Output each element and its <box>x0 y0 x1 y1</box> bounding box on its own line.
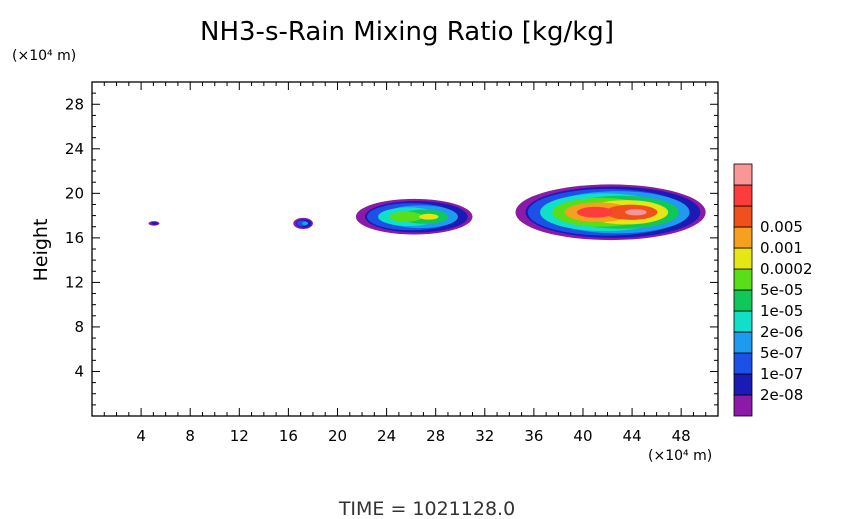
colorbar-swatch <box>733 163 753 186</box>
cloud-level <box>576 206 614 218</box>
x-ticks: 4 8 12 16 20 24 28 32 36 40 44 48 <box>91 82 719 445</box>
x-tick-label: 20 <box>328 427 347 445</box>
x-tick-label: 16 <box>279 427 298 445</box>
x-unit-label: (×10⁴ m) <box>648 448 712 464</box>
y-tick-label: 16 <box>65 229 84 247</box>
x-tick-label: 36 <box>524 427 543 445</box>
y-tick-label: 8 <box>74 318 84 336</box>
x-tick-label: 4 <box>136 427 146 445</box>
cloud-region <box>148 221 160 226</box>
colorbar-label: 0.0002 <box>760 260 813 278</box>
colorbar-swatch <box>733 289 753 312</box>
y-axis-label: Height <box>30 219 52 282</box>
x-tick-label: 48 <box>672 427 691 445</box>
colorbar-label: 5e-05 <box>760 281 803 299</box>
y-tick-label: 4 <box>74 362 84 380</box>
x-tick-label: 40 <box>573 427 592 445</box>
cloud-level <box>419 213 439 220</box>
cloud-region <box>515 184 706 241</box>
x-tick-label: 28 <box>426 427 445 445</box>
plot-frame <box>91 81 719 417</box>
chart-title: NH3-s-Rain Mixing Ratio [kg/kg] <box>200 17 614 47</box>
colorbar-label: 2e-08 <box>760 386 803 404</box>
y-tick-label: 20 <box>65 184 84 202</box>
colorbar: 2e-08 1e-07 5e-07 2e-06 1e-05 5e-05 0.0002 0.00… <box>733 163 813 417</box>
x-tick-label: 12 <box>230 427 249 445</box>
y-ticks: 4 8 12 16 20 24 28 <box>65 81 718 417</box>
data-field <box>148 184 706 241</box>
y-unit-label: (×10⁴ m) <box>12 48 76 64</box>
colorbar-swatch <box>733 226 753 249</box>
x-tick-label: 24 <box>377 427 396 445</box>
y-tick-label: 28 <box>65 95 84 113</box>
time-label: TIME = 1021128.0 <box>338 498 515 519</box>
cloud-level <box>389 211 423 222</box>
y-tick-label: 24 <box>65 140 84 158</box>
x-tick-label: 44 <box>623 427 642 445</box>
colorbar-swatch <box>733 184 753 207</box>
colorbar-label: 0.001 <box>760 239 803 257</box>
colorbar-label: 0.005 <box>760 218 803 236</box>
colorbar-swatch <box>733 373 753 396</box>
cloud-level <box>151 221 158 225</box>
y-tick-label: 12 <box>65 273 84 291</box>
cloud-region <box>293 217 313 229</box>
axes <box>91 81 719 417</box>
cloud-level <box>302 221 309 226</box>
x-tick-label: 8 <box>185 427 195 445</box>
colorbar-swatch <box>733 205 753 228</box>
colorbar-label: 1e-07 <box>760 365 803 383</box>
cloud-level <box>625 209 647 216</box>
colorbar-label: 5e-07 <box>760 344 803 362</box>
x-tick-label: 32 <box>475 427 494 445</box>
colorbar-label: 1e-05 <box>760 302 803 320</box>
colorbar-swatch <box>733 331 753 354</box>
colorbar-swatch <box>733 268 753 291</box>
colorbar-swatch <box>733 247 753 270</box>
cloud-region <box>355 198 473 235</box>
colorbar-swatch <box>733 394 753 417</box>
colorbar-swatch <box>733 310 753 333</box>
colorbar-label: 2e-06 <box>760 323 803 341</box>
colorbar-swatch <box>733 352 753 375</box>
